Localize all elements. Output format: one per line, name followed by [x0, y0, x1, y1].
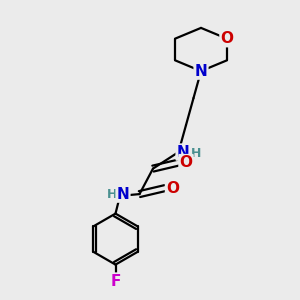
Text: O: O — [179, 155, 193, 170]
Text: N: N — [177, 145, 189, 160]
Text: H: H — [191, 147, 201, 160]
Text: O: O — [166, 181, 179, 196]
Text: N: N — [117, 187, 129, 202]
Text: H: H — [107, 188, 118, 201]
Text: F: F — [110, 274, 121, 289]
Text: N: N — [195, 64, 207, 79]
Text: O: O — [220, 31, 233, 46]
